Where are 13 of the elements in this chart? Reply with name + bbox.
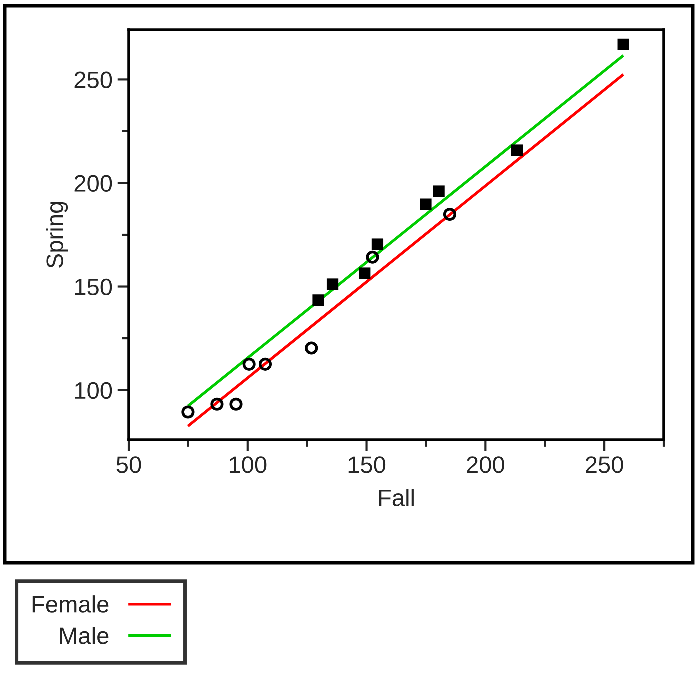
x-tick-label: 250 xyxy=(586,456,624,474)
legend-label: Female xyxy=(32,596,109,613)
x-tick-label: 100 xyxy=(230,456,267,474)
y-axis-title: Spring xyxy=(46,202,68,268)
y-tick-label: 100 xyxy=(75,382,112,400)
x-axis-title: Fall xyxy=(379,489,414,506)
y-tick-label: 200 xyxy=(74,175,112,192)
legend-label: Male xyxy=(60,627,109,644)
x-tick-label: 200 xyxy=(467,456,504,474)
x-tick-label: 50 xyxy=(116,456,142,474)
y-tick-label: 150 xyxy=(75,278,112,296)
x-tick-label: 150 xyxy=(348,456,386,474)
y-tick-label: 250 xyxy=(74,72,112,88)
